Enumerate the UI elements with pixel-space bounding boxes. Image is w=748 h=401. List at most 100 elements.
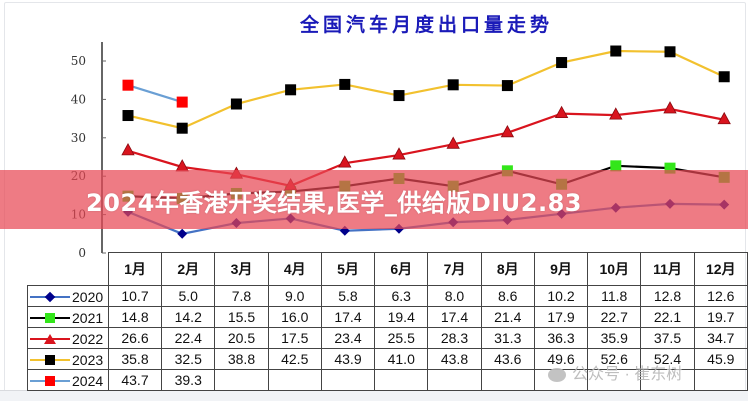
table-cell: 7.8 [214, 285, 269, 307]
legend-entry-2022: 2022 [27, 327, 109, 349]
table-cell: 16.0 [267, 306, 322, 328]
table-cell: 19.4 [374, 306, 429, 328]
data-point-triangle [663, 101, 677, 114]
table-cell: 39.3 [161, 369, 216, 391]
table-cell: 37.5 [640, 327, 695, 349]
table-cell: 19.7 [693, 306, 748, 328]
data-table: 1月 2月 3月 4月 5月 6月 7月 8月 9月 10月 11月 12月 2020 10.7 5.0 7… [27, 252, 748, 391]
table-cell: 42.5 [267, 348, 322, 370]
overlay-banner [0, 170, 748, 229]
table-cell: 8.0 [427, 285, 482, 307]
data-point-square [556, 57, 568, 69]
table-header-4: 4月 [267, 252, 322, 286]
table-cell: 9.0 [267, 285, 322, 307]
bottom-strip [0, 390, 748, 401]
table-cell [320, 369, 376, 391]
table-corner [27, 252, 109, 286]
table-cell: 8.6 [480, 285, 535, 307]
table-cell: 23.4 [320, 327, 376, 349]
data-point-square [393, 90, 405, 102]
data-point-square [122, 110, 134, 122]
table-cell: 34.7 [693, 327, 748, 349]
table-cell: 43.7 [107, 369, 163, 391]
table-header-5: 5月 [320, 252, 376, 286]
table-row: 2022 26.6 22.4 20.5 17.5 23.4 25.5 28.3 31.3 36.3… [27, 327, 748, 349]
legend-marker-icon [30, 291, 70, 302]
table-cell [374, 369, 429, 391]
table-cell: 17.9 [533, 306, 589, 328]
table-cell: 45.9 [693, 348, 748, 370]
series-line-2024 [127, 84, 183, 104]
series-line-2023 [127, 49, 725, 130]
y-tick-label: 30 [71, 131, 86, 145]
data-point-square [718, 71, 730, 83]
table-cell: 17.4 [320, 306, 376, 328]
table-cell: 43.6 [480, 348, 535, 370]
table-cell: 21.4 [480, 306, 535, 328]
legend-entry-2024: 2024 [27, 369, 109, 391]
data-point-triangle [446, 136, 460, 149]
table-cell: 12.6 [693, 285, 748, 307]
table-header-2: 2月 [161, 252, 216, 286]
data-point-square [285, 84, 297, 96]
data-point-triangle [392, 147, 406, 160]
data-point-square [176, 122, 188, 134]
table-cell [693, 369, 748, 391]
table-header-12: 12月 [693, 252, 748, 286]
data-point-square [230, 98, 242, 110]
table-cell: 12.8 [640, 285, 695, 307]
table-row: 2024 43.7 39.3 [27, 369, 748, 391]
legend-label: 2021 [72, 309, 104, 326]
data-point-triangle [717, 111, 731, 125]
table-header-9: 9月 [533, 252, 589, 286]
table-cell [427, 369, 482, 391]
data-point-triangle [121, 143, 135, 156]
data-point-triangle [609, 107, 623, 120]
table-cell: 35.8 [107, 348, 163, 370]
legend-entry-2021: 2021 [27, 306, 109, 328]
data-point-square [339, 78, 351, 90]
table-row: 2021 14.8 14.2 15.5 16.0 17.4 19.4 17.4 21.4 17.9… [27, 306, 748, 328]
data-point-diamond [177, 228, 188, 239]
table-header-1: 1月 [107, 252, 163, 286]
table-header-3: 3月 [214, 252, 269, 286]
data-point-triangle [554, 105, 569, 119]
table-cell: 25.5 [374, 327, 429, 349]
data-point-triangle [500, 124, 515, 138]
table-cell: 31.3 [480, 327, 535, 349]
table-cell: 17.5 [267, 327, 322, 349]
data-point-square [176, 96, 188, 108]
legend-marker-icon [30, 312, 70, 323]
table-cell: 10.2 [533, 285, 589, 307]
table-header-7: 7月 [427, 252, 482, 286]
table-cell: 41.0 [374, 348, 429, 370]
table-cell: 36.3 [533, 327, 589, 349]
table-header-10: 10月 [587, 252, 642, 286]
table-cell: 17.4 [427, 306, 482, 328]
table-row: 2020 10.7 5.0 7.8 9.0 5.8 6.3 8.0 8.6 10.2 11.8 12.… [27, 285, 748, 307]
table-cell: 20.5 [214, 327, 269, 349]
wechat-icon [548, 367, 566, 382]
table-cell: 26.6 [107, 327, 163, 349]
legend-label: 2023 [72, 351, 104, 368]
table-cell: 43.9 [320, 348, 376, 370]
y-tick-label: 50 [71, 54, 86, 68]
table-cell: 6.3 [374, 285, 429, 307]
table-cell: 15.5 [214, 306, 269, 328]
table-cell: 28.3 [427, 327, 482, 349]
table-cell: 52.6 [587, 348, 642, 370]
legend-entry-2023: 2023 [27, 348, 109, 370]
legend-marker-icon [30, 354, 70, 365]
watermark-text: 公众号 · 崔东树 [572, 366, 683, 383]
y-tick-label: 40 [71, 92, 86, 106]
table-cell: 14.8 [107, 306, 163, 328]
data-point-square [501, 80, 513, 92]
table-cell: 14.2 [161, 306, 216, 328]
data-point-square [664, 46, 676, 58]
legend-label: 2022 [72, 330, 104, 347]
data-point-square [610, 45, 622, 57]
table-cell: 5.0 [161, 285, 216, 307]
data-point-square [610, 160, 622, 172]
data-point-square [447, 79, 459, 91]
table-cell: 32.5 [161, 348, 216, 370]
